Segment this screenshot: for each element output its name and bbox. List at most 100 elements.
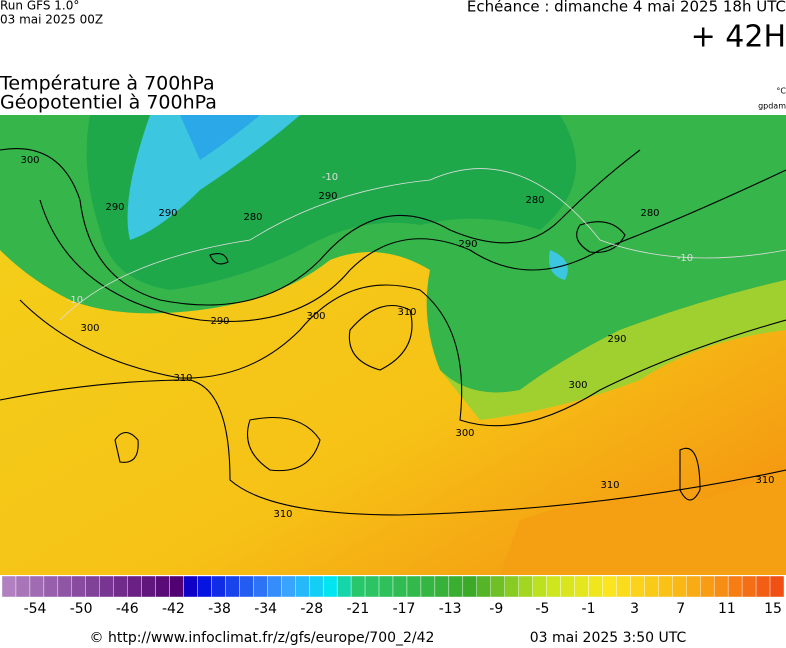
colorbar-label: 11	[718, 601, 736, 617]
colorbar: -54 -50 -46 -42 -38 -34 -28 -21 -17 -13 -9 -5 -1 3 7 11…	[1, 575, 785, 617]
contour-label: 290	[158, 208, 177, 219]
colorbar-label: -28	[300, 601, 323, 617]
isotherm-label: -10	[322, 172, 338, 183]
colorbar-label: -13	[439, 601, 462, 617]
color-swatch	[574, 575, 589, 598]
color-swatch	[588, 575, 603, 598]
contour-label: 290	[210, 316, 229, 327]
color-swatch	[127, 575, 142, 598]
contour-label: 310	[755, 475, 774, 486]
color-swatch	[420, 575, 436, 598]
colorbar-label: -5	[535, 601, 549, 617]
color-swatch	[211, 575, 226, 598]
title-temp: Température à 700hPa	[0, 73, 215, 95]
contour-label: 290	[105, 202, 124, 213]
color-swatch	[644, 575, 659, 598]
color-swatch	[281, 575, 296, 598]
contour-label: 290	[458, 239, 477, 250]
color-swatch	[518, 575, 533, 598]
footer-time: 03 mai 2025 3:50 UTC	[530, 630, 687, 646]
color-swatch	[197, 575, 212, 598]
color-swatch	[43, 575, 59, 598]
title-geo: Géopotentiel à 700hPa	[0, 92, 217, 114]
color-swatch	[476, 575, 491, 598]
color-swatch	[434, 575, 450, 598]
color-swatch	[406, 575, 422, 598]
contour-labels: 300 290 290 280 290 290 280 280 290 300 …	[20, 155, 774, 520]
color-swatch	[700, 575, 715, 598]
contour-label: 300	[306, 311, 325, 322]
color-swatch	[755, 575, 771, 598]
color-swatch	[183, 575, 198, 598]
colorbar-label: -17	[393, 601, 416, 617]
color-swatch	[490, 575, 505, 598]
color-swatch	[448, 575, 464, 598]
color-swatch	[336, 575, 352, 598]
color-swatch	[71, 575, 86, 598]
colorbar-label: -34	[254, 601, 277, 617]
color-swatch	[1, 575, 17, 598]
colorbar-label: 7	[676, 601, 685, 617]
color-swatch	[741, 575, 757, 598]
color-swatch	[727, 575, 743, 598]
colorbar-label: -54	[24, 601, 47, 617]
color-swatch	[602, 575, 617, 598]
color-swatch	[769, 575, 785, 598]
contour-label: 310	[600, 480, 619, 491]
lead-time: + 42H	[691, 20, 786, 55]
colorbar-label: -46	[116, 601, 139, 617]
contour-label: 300	[455, 428, 474, 439]
color-swatch	[672, 575, 687, 598]
contour-label: 280	[243, 212, 262, 223]
color-swatch	[29, 575, 45, 598]
contour-label: 280	[640, 208, 659, 219]
contour-label: 310	[397, 307, 416, 318]
run: Run GFS 1.0°	[0, 0, 79, 13]
unit-temp: °C	[776, 87, 786, 96]
contour-label: 300	[568, 380, 587, 391]
colorbar-label: -42	[162, 601, 185, 617]
color-swatch	[322, 575, 338, 598]
color-swatch	[225, 575, 240, 598]
color-swatch	[392, 575, 408, 598]
colorbar-label: -9	[489, 601, 503, 617]
color-swatch	[99, 575, 114, 598]
color-swatch	[239, 575, 254, 598]
color-swatch	[350, 575, 366, 598]
color-swatch	[378, 575, 394, 598]
color-swatch	[462, 575, 477, 598]
unit-geo: gpdam	[758, 102, 786, 111]
color-swatch	[155, 575, 170, 598]
color-swatch	[253, 575, 268, 598]
color-swatch	[546, 575, 561, 598]
contour-label: 300	[80, 323, 99, 334]
color-swatch	[85, 575, 100, 598]
contour-label: 310	[173, 373, 192, 384]
contour-label: 310	[273, 509, 292, 520]
color-swatch	[686, 575, 701, 598]
color-swatch	[15, 575, 31, 598]
color-swatch	[309, 575, 324, 598]
contours	[0, 148, 786, 516]
contour-label: 290	[318, 191, 337, 202]
map: 300 290 290 280 290 290 280 280 290 300 …	[0, 115, 786, 575]
color-swatch	[267, 575, 282, 598]
color-swatch	[169, 575, 184, 598]
valid-time: Echéance : dimanche 4 mai 2025 18h UTC	[467, 0, 786, 16]
color-swatch	[295, 575, 310, 598]
colorbar-label: -50	[70, 601, 93, 617]
color-swatch	[616, 575, 631, 598]
color-swatch	[364, 575, 380, 598]
contour-label: 290	[607, 334, 626, 345]
footer-url: © http://www.infoclimat.fr/z/gfs/europe/…	[90, 630, 435, 646]
color-swatch	[560, 575, 575, 598]
colorbar-label: -21	[346, 601, 369, 617]
color-swatch	[713, 575, 729, 598]
color-swatch	[504, 575, 519, 598]
run-date: 03 mai 2025 00Z	[0, 13, 103, 27]
colorbar-label: 3	[630, 601, 639, 617]
color-swatch	[141, 575, 156, 598]
colorbar-label: -38	[208, 601, 231, 617]
color-swatch	[658, 575, 673, 598]
